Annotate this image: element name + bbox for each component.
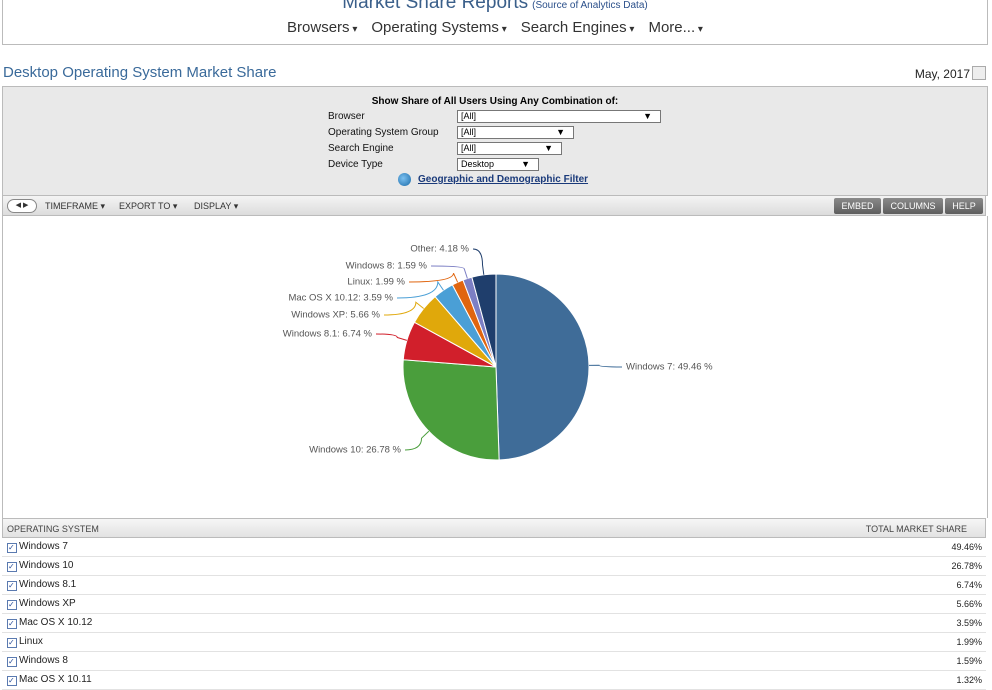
filter-select[interactable]: [All]: [457, 142, 562, 155]
checkbox[interactable]: ✓: [7, 543, 17, 553]
table-row: ✓ Linux 1.99%: [2, 633, 986, 652]
connector: [408, 272, 459, 283]
filter-label: Search Engine: [328, 143, 394, 154]
checkbox[interactable]: ✓: [7, 600, 17, 610]
report-title: Desktop Operating System Market Share: [3, 64, 277, 81]
checkbox[interactable]: ✓: [7, 657, 17, 667]
app-title: Market Share Reports (Source of Analytics…: [3, 0, 987, 14]
nav-item[interactable]: Operating Systems: [371, 19, 506, 36]
filter-label: Device Type: [328, 159, 383, 170]
pie-slice: [402, 359, 500, 461]
os-cell: Windows 8: [19, 655, 68, 666]
data-label: Windows 8: 1.59 %: [346, 261, 428, 272]
share-cell: 3.59%: [956, 618, 982, 628]
globe-icon: [398, 173, 411, 186]
table-body: ✓ Windows 7 49.46% ✓ Windows 10 26.78% ✓ Window…: [2, 538, 986, 690]
filter-label: Operating System Group: [328, 127, 439, 138]
filter-title: Show Share of All Users Using Any Combin…: [371, 96, 619, 107]
checkbox[interactable]: ✓: [7, 619, 17, 629]
table-row: ✓ Mac OS X 10.12 3.59%: [2, 614, 986, 633]
share-cell: 5.66%: [956, 599, 982, 609]
nav: Browsers Operating Systems Search Engines M…: [3, 19, 987, 36]
table-row: ✓ Windows 7 49.46%: [2, 538, 986, 557]
connector: [588, 364, 623, 368]
column-header[interactable]: TOTAL MARKET SHARE: [865, 524, 967, 534]
checkbox[interactable]: ✓: [7, 562, 17, 572]
share-cell: 26.78%: [951, 561, 982, 571]
table-row: ✓ Windows 8 1.59%: [2, 652, 986, 671]
share-cell: 1.99%: [956, 637, 982, 647]
checkbox[interactable]: ✓: [7, 638, 17, 648]
geo-filter-link[interactable]: Geographic and Demographic Filter: [418, 174, 589, 185]
source-link[interactable]: (Source of Analytics Data): [532, 0, 648, 11]
os-cell: Windows 7: [19, 541, 68, 552]
toolbar-menu[interactable]: EXPORT TO: [119, 201, 177, 212]
table-row: ✓ Windows 8.1 6.74%: [2, 576, 986, 595]
toolbar-menu[interactable]: DISPLAY: [194, 201, 238, 212]
nav-item[interactable]: Browsers: [287, 19, 357, 36]
report-date[interactable]: May, 2017: [914, 67, 970, 81]
calendar-icon[interactable]: [972, 66, 986, 80]
pie-slice: [495, 273, 590, 461]
button[interactable]: EMBED: [834, 198, 881, 214]
header: Market Share Reports (Source of Analytics…: [2, 0, 988, 45]
button[interactable]: COLUMNS: [883, 198, 943, 214]
connector: [396, 280, 444, 299]
os-cell: Mac OS X 10.11: [19, 674, 92, 685]
table-header: OPERATING SYSTEM TOTAL MARKET SHARE: [2, 518, 986, 538]
os-cell: Windows XP: [19, 598, 76, 609]
os-cell: Windows 8.1: [19, 579, 77, 590]
share-cell: 1.32%: [956, 675, 982, 685]
os-cell: Windows 10: [19, 560, 74, 571]
connector: [430, 265, 468, 279]
toolbar: ◀ ▶ TIMEFRAME EXPORT TO DISPLAY EMBED CO…: [2, 195, 986, 216]
filter-select[interactable]: [All]: [457, 126, 574, 139]
checkbox[interactable]: ✓: [7, 676, 17, 686]
checkbox[interactable]: ✓: [7, 581, 17, 591]
column-header[interactable]: OPERATING SYSTEM: [7, 524, 99, 534]
connector: [472, 248, 485, 275]
pager[interactable]: ◀ ▶: [7, 199, 37, 213]
os-cell: Mac OS X 10.12: [19, 617, 93, 628]
filter-label: Browser: [328, 111, 365, 122]
toolbar-menu[interactable]: TIMEFRAME: [45, 201, 105, 212]
data-label: Windows 8.1: 6.74 %: [283, 329, 373, 340]
share-cell: 1.59%: [956, 656, 982, 666]
data-label: Windows 7: 49.46 %: [626, 362, 713, 373]
connector: [375, 333, 408, 341]
nav-item[interactable]: Search Engines: [521, 19, 635, 36]
os-cell: Linux: [19, 636, 43, 647]
nav-item[interactable]: More...: [648, 19, 703, 36]
chart-area: Windows 7: 49.46 % Windows 10: 26.78 % Win…: [2, 216, 988, 518]
data-label: Windows XP: 5.66 %: [291, 310, 380, 321]
chart: Windows 7: 49.46 % Windows 10: 26.78 % Win…: [283, 244, 713, 461]
share-cell: 49.46%: [951, 542, 982, 552]
share-cell: 6.74%: [956, 580, 982, 590]
filter-panel: Show Share of All Users Using Any Combin…: [2, 86, 988, 196]
connector: [383, 301, 424, 316]
data-label: Windows 10: 26.78 %: [309, 445, 401, 456]
data-label: Linux: 1.99 %: [347, 277, 405, 288]
filter-select[interactable]: Desktop: [457, 158, 539, 171]
connector: [404, 430, 430, 451]
table-row: ✓ Mac OS X 10.11 1.32%: [2, 671, 986, 690]
data-label: Mac OS X 10.12: 3.59 %: [288, 293, 393, 304]
title: Market Share Reports: [342, 0, 529, 13]
filter-select[interactable]: [All]: [457, 110, 661, 123]
data-label: Other: 4.18 %: [410, 244, 469, 255]
table-row: ✓ Windows XP 5.66%: [2, 595, 986, 614]
button[interactable]: HELP: [945, 198, 983, 214]
table-row: ✓ Windows 10 26.78%: [2, 557, 986, 576]
